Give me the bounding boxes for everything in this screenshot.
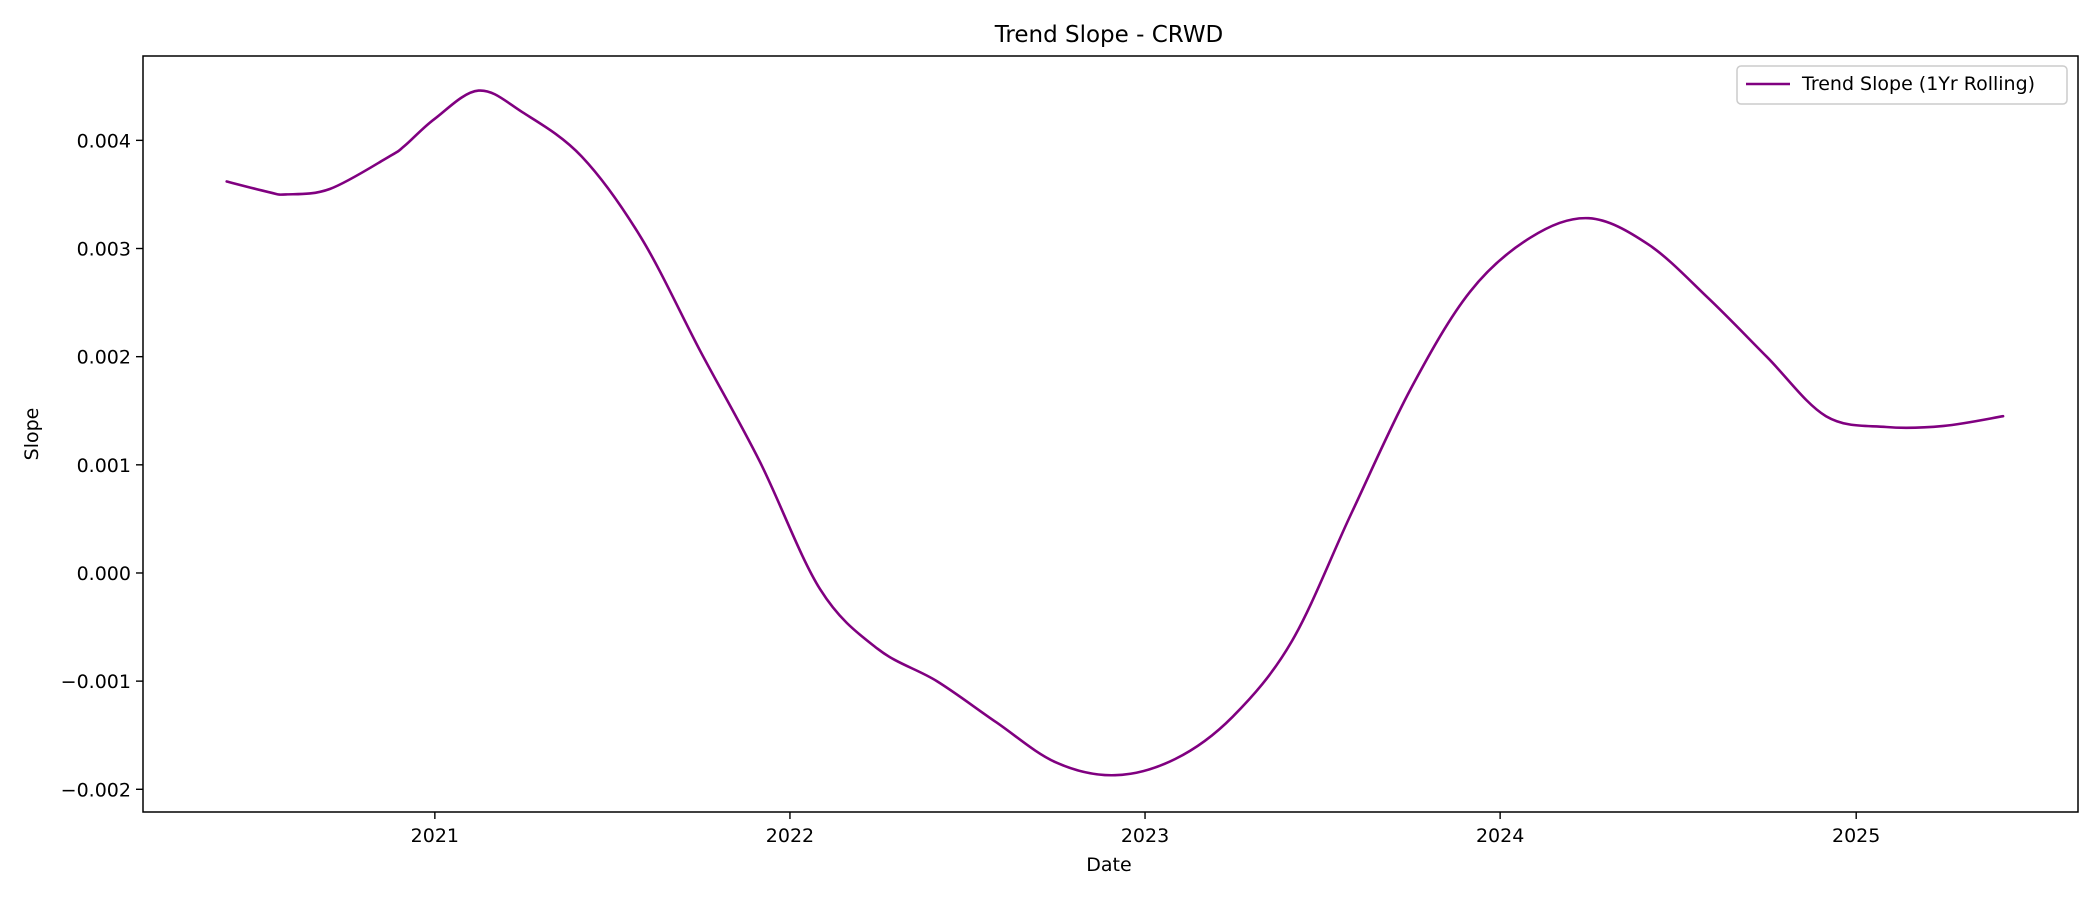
y-tick-label: 0.003 bbox=[77, 239, 131, 261]
y-axis-label: Slope bbox=[21, 408, 43, 461]
chart-title: Trend Slope - CRWD bbox=[994, 22, 1224, 48]
trend-slope-line bbox=[225, 89, 2005, 777]
legend: Trend Slope (1Yr Rolling) bbox=[1736, 65, 2068, 105]
plot-area-frame bbox=[142, 55, 2079, 813]
x-tick-label: 2025 bbox=[1832, 825, 1880, 847]
x-axis-label: Date bbox=[1086, 854, 1131, 876]
y-tick-label: 0.001 bbox=[77, 455, 131, 477]
x-axis-ticks: 2021 2022 2023 2024 2025 bbox=[411, 812, 1880, 847]
x-tick-label: 2023 bbox=[1121, 825, 1169, 847]
x-tick-label: 2024 bbox=[1476, 825, 1524, 847]
y-tick-label: 0.002 bbox=[77, 347, 131, 369]
y-tick-label: 0.004 bbox=[77, 130, 131, 152]
legend-label: Trend Slope (1Yr Rolling) bbox=[1801, 73, 2035, 95]
legend-box bbox=[1736, 65, 2068, 105]
y-tick-label: −0.002 bbox=[61, 779, 131, 801]
x-tick-label: 2021 bbox=[411, 825, 459, 847]
x-tick-label: 2022 bbox=[766, 825, 814, 847]
y-axis-ticks: 0.004 0.003 0.002 0.001 0.000 −0.001 −0.002 bbox=[61, 130, 143, 801]
y-tick-label: 0.000 bbox=[77, 563, 131, 585]
y-tick-label: −0.001 bbox=[61, 671, 131, 693]
